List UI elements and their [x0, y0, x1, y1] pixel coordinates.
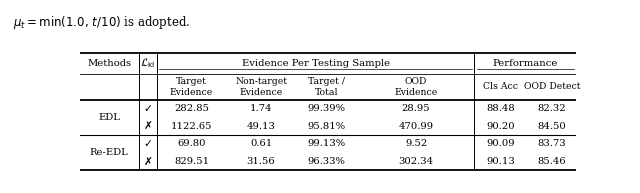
Text: ✗: ✗	[143, 121, 152, 131]
Text: 82.32: 82.32	[538, 104, 566, 113]
Text: 99.13%: 99.13%	[308, 139, 346, 148]
Text: ✓: ✓	[143, 104, 152, 114]
Text: 90.20: 90.20	[486, 122, 515, 131]
Text: EDL: EDL	[99, 113, 120, 122]
Text: 85.46: 85.46	[538, 157, 566, 166]
Text: 829.51: 829.51	[174, 157, 209, 166]
Text: OOD
Evidence: OOD Evidence	[394, 77, 438, 97]
Text: Evidence Per Testing Sample: Evidence Per Testing Sample	[241, 59, 390, 68]
Text: 470.99: 470.99	[399, 122, 434, 131]
Text: 90.09: 90.09	[486, 139, 515, 148]
Text: $\mu_t = \min(1.0,\, t/10)$ is adopted.: $\mu_t = \min(1.0,\, t/10)$ is adopted.	[13, 14, 190, 30]
Text: Target
Evidence: Target Evidence	[170, 77, 213, 97]
Text: 69.80: 69.80	[177, 139, 206, 148]
Text: ✗: ✗	[143, 157, 152, 167]
Text: 1122.65: 1122.65	[171, 122, 212, 131]
Text: $\mathcal{L}_{\mathrm{kl}}$: $\mathcal{L}_{\mathrm{kl}}$	[140, 57, 156, 70]
Text: OOD Detect: OOD Detect	[524, 82, 580, 91]
Text: 28.95: 28.95	[402, 104, 430, 113]
Text: 0.61: 0.61	[250, 139, 272, 148]
Text: 282.85: 282.85	[174, 104, 209, 113]
Text: 31.56: 31.56	[247, 157, 275, 166]
Text: Non-target
Evidence: Non-target Evidence	[235, 77, 287, 97]
Text: 95.81%: 95.81%	[308, 122, 346, 131]
Text: 90.13: 90.13	[486, 157, 515, 166]
Text: 84.50: 84.50	[538, 122, 566, 131]
Text: ✓: ✓	[143, 139, 152, 149]
Text: 88.48: 88.48	[486, 104, 515, 113]
Text: 1.74: 1.74	[250, 104, 272, 113]
Text: Performance: Performance	[492, 59, 558, 68]
Text: 83.73: 83.73	[538, 139, 566, 148]
Text: Target /
Total: Target / Total	[308, 77, 345, 97]
Text: 99.39%: 99.39%	[308, 104, 346, 113]
Text: 49.13: 49.13	[246, 122, 275, 131]
Text: Re-EDL: Re-EDL	[90, 148, 129, 157]
Text: Methods: Methods	[87, 59, 131, 68]
Text: 96.33%: 96.33%	[308, 157, 346, 166]
Text: 302.34: 302.34	[399, 157, 434, 166]
Text: 9.52: 9.52	[405, 139, 427, 148]
Text: Cls Acc: Cls Acc	[483, 82, 518, 91]
